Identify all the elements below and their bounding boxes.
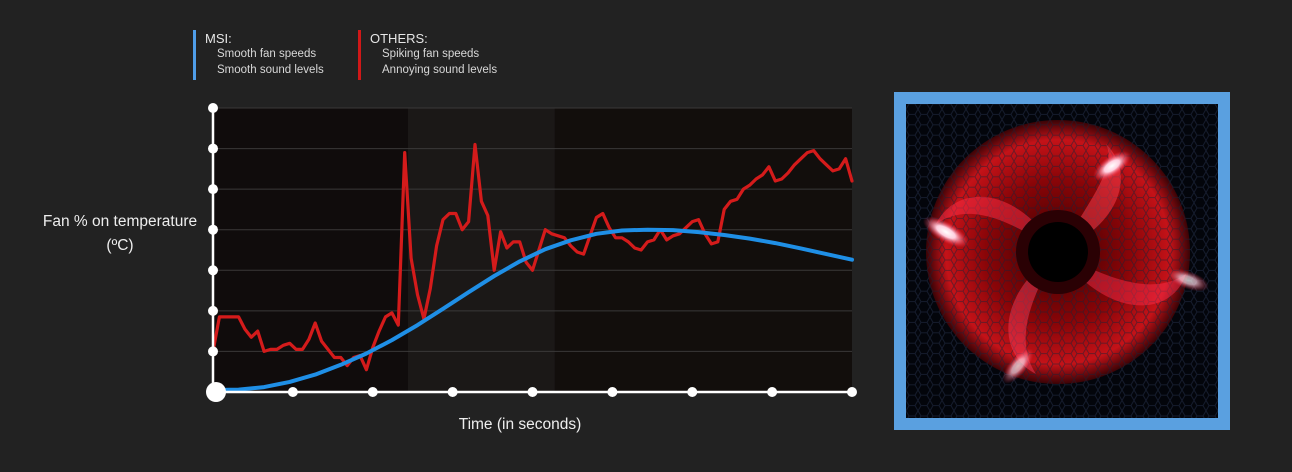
y-tick-dot [208, 305, 218, 316]
y-tick-dot [208, 265, 218, 276]
x-tick-dot [607, 387, 618, 397]
x-tick-dot [847, 387, 857, 397]
others-series-line [211, 142, 854, 372]
x-tick-dot [287, 387, 298, 397]
legend-others-color-bar [358, 30, 361, 80]
red-led-fan-image [906, 104, 1218, 418]
y-tick-dot [208, 184, 218, 195]
legend-msi-color-bar [193, 30, 196, 80]
x-tick-dot [367, 387, 378, 397]
x-axis-label: Time (in seconds) [458, 416, 582, 433]
legend-msi: MSI: Smooth fan speeds Smooth sound leve… [193, 30, 324, 80]
origin-dot [206, 382, 226, 402]
legend-others-item: Annoying sound levels [382, 64, 498, 76]
x-tick-dot [687, 387, 698, 397]
y-axis-label: Fan % on temperature (ºC) [42, 213, 198, 254]
x-tick-dot [447, 387, 458, 397]
legend-others-item: Spiking fan speeds [382, 48, 480, 60]
y-tick-dot [208, 103, 218, 113]
fan-speed-chart [206, 103, 857, 402]
legend-msi-title: MSI: [205, 31, 232, 46]
y-tick-dot [208, 346, 218, 357]
msi-series-line [211, 227, 854, 392]
legend-msi-item: Smooth fan speeds [217, 48, 317, 60]
y-tick-dot [208, 143, 218, 154]
legend-others-title: OTHERS: [370, 31, 428, 46]
plot-band [407, 108, 555, 392]
legend-msi-item: Smooth sound levels [217, 64, 324, 76]
fan-photo-frame [894, 92, 1230, 430]
x-tick-dot [767, 387, 778, 397]
y-tick-dot [208, 224, 218, 235]
fan-photo [906, 104, 1218, 418]
x-tick-dot [527, 387, 538, 397]
legend-others: OTHERS: Spiking fan speeds Annoying soun… [358, 30, 497, 80]
plot-band [213, 108, 408, 392]
